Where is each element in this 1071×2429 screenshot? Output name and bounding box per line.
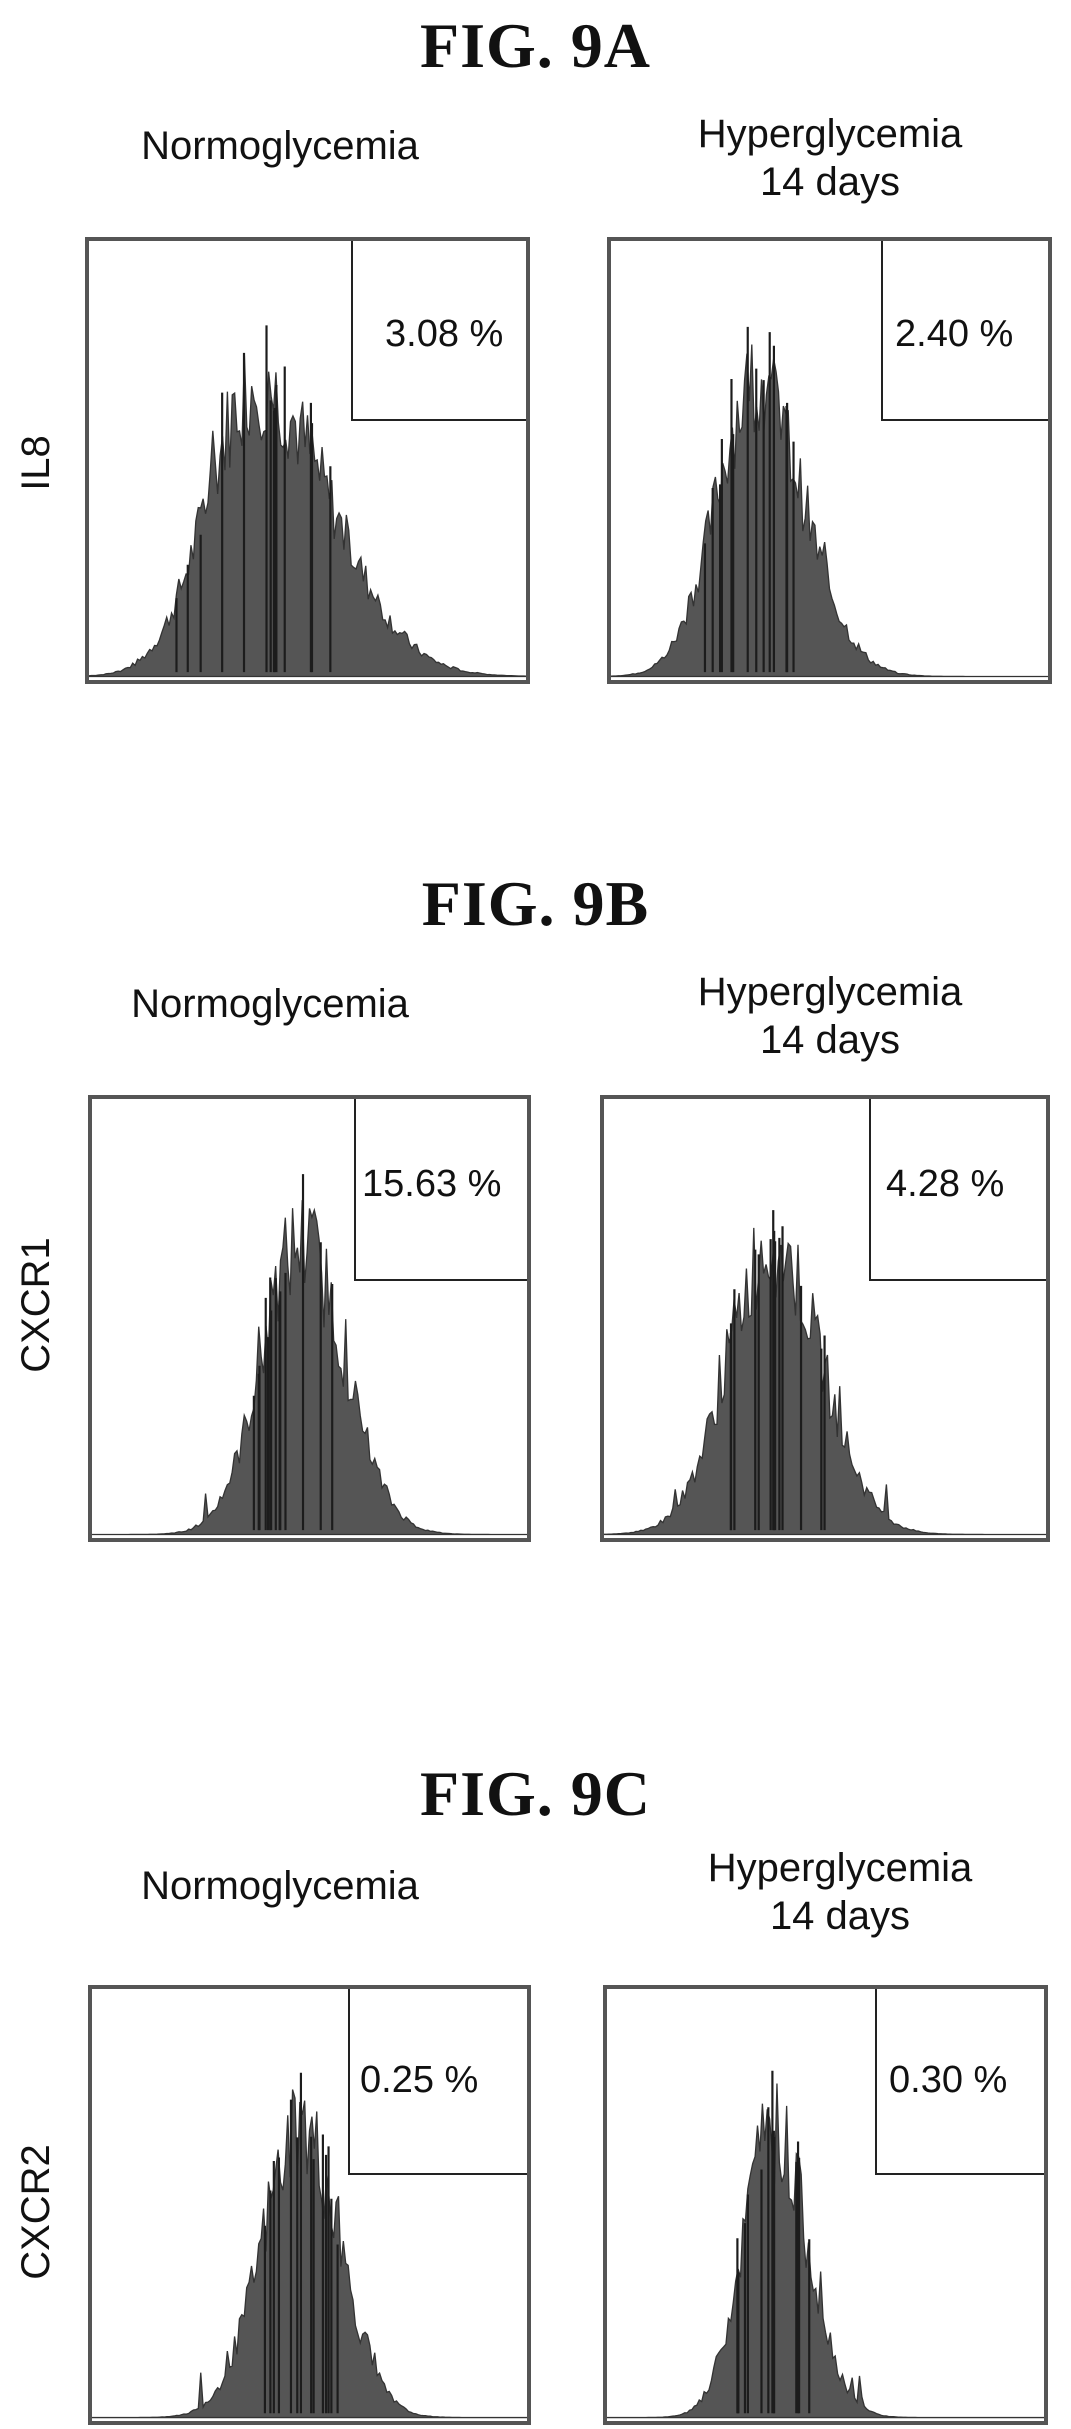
histogram-area: [92, 1200, 527, 1536]
condition-label: Normoglycemia: [141, 1864, 419, 1908]
y-axis-label: CXCR2: [14, 2144, 58, 2280]
histogram-panel: 2.40 %: [607, 237, 1052, 684]
histogram-panel: 15.63 %: [88, 1095, 531, 1542]
y-axis-label: IL8: [14, 435, 58, 491]
histogram-panel: 0.30 %: [603, 1985, 1048, 2425]
histogram-plot: [604, 1210, 1046, 1536]
histogram-panel: 0.25 %: [88, 1985, 531, 2425]
gate-box: [875, 1989, 1044, 2175]
gate-percent-label: 0.30 %: [889, 2059, 1008, 2101]
histogram-panel: 4.28 %: [600, 1095, 1050, 1542]
gate-percent-label: 4.28 %: [886, 1163, 1005, 1205]
gate-box: [348, 1989, 527, 2175]
figure-title: FIG. 9C: [420, 1758, 651, 1829]
histogram-panel: 3.08 %: [85, 237, 530, 684]
histogram-plot: [607, 2070, 1044, 2419]
figure-title: FIG. 9A: [420, 10, 651, 81]
gate-box: [354, 1099, 527, 1281]
y-axis-label: CXCR1: [14, 1237, 58, 1373]
condition-label: Hyperglycemia 14 days: [697, 112, 963, 204]
condition-label: Normoglycemia: [131, 982, 409, 1026]
histogram-area: [92, 2089, 527, 2419]
histogram-area: [607, 2083, 1044, 2419]
histogram-plot: [611, 326, 1048, 678]
histogram-plot: [92, 1174, 527, 1536]
gate-box: [881, 241, 1048, 421]
gate-box: [351, 241, 526, 421]
condition-label: Hyperglycemia 14 days: [707, 1846, 973, 1938]
histogram-area: [89, 355, 526, 678]
figure-title: FIG. 9B: [421, 868, 650, 939]
gate-percent-label: 0.25 %: [360, 2059, 479, 2101]
gate-percent-label: 15.63 %: [362, 1163, 502, 1205]
gate-percent-label: 2.40 %: [895, 313, 1014, 355]
gate-box: [869, 1099, 1046, 1281]
condition-label: Normoglycemia: [141, 124, 419, 168]
histogram-plot: [89, 325, 526, 678]
gate-percent-label: 3.08 %: [385, 313, 504, 355]
condition-label: Hyperglycemia 14 days: [697, 970, 963, 1062]
histogram-plot: [92, 2072, 527, 2419]
